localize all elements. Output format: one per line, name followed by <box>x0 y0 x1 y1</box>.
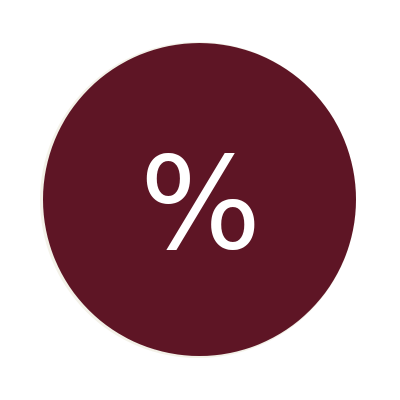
percent-icon: % <box>139 129 262 279</box>
percent-badge-circle: % <box>43 43 356 356</box>
